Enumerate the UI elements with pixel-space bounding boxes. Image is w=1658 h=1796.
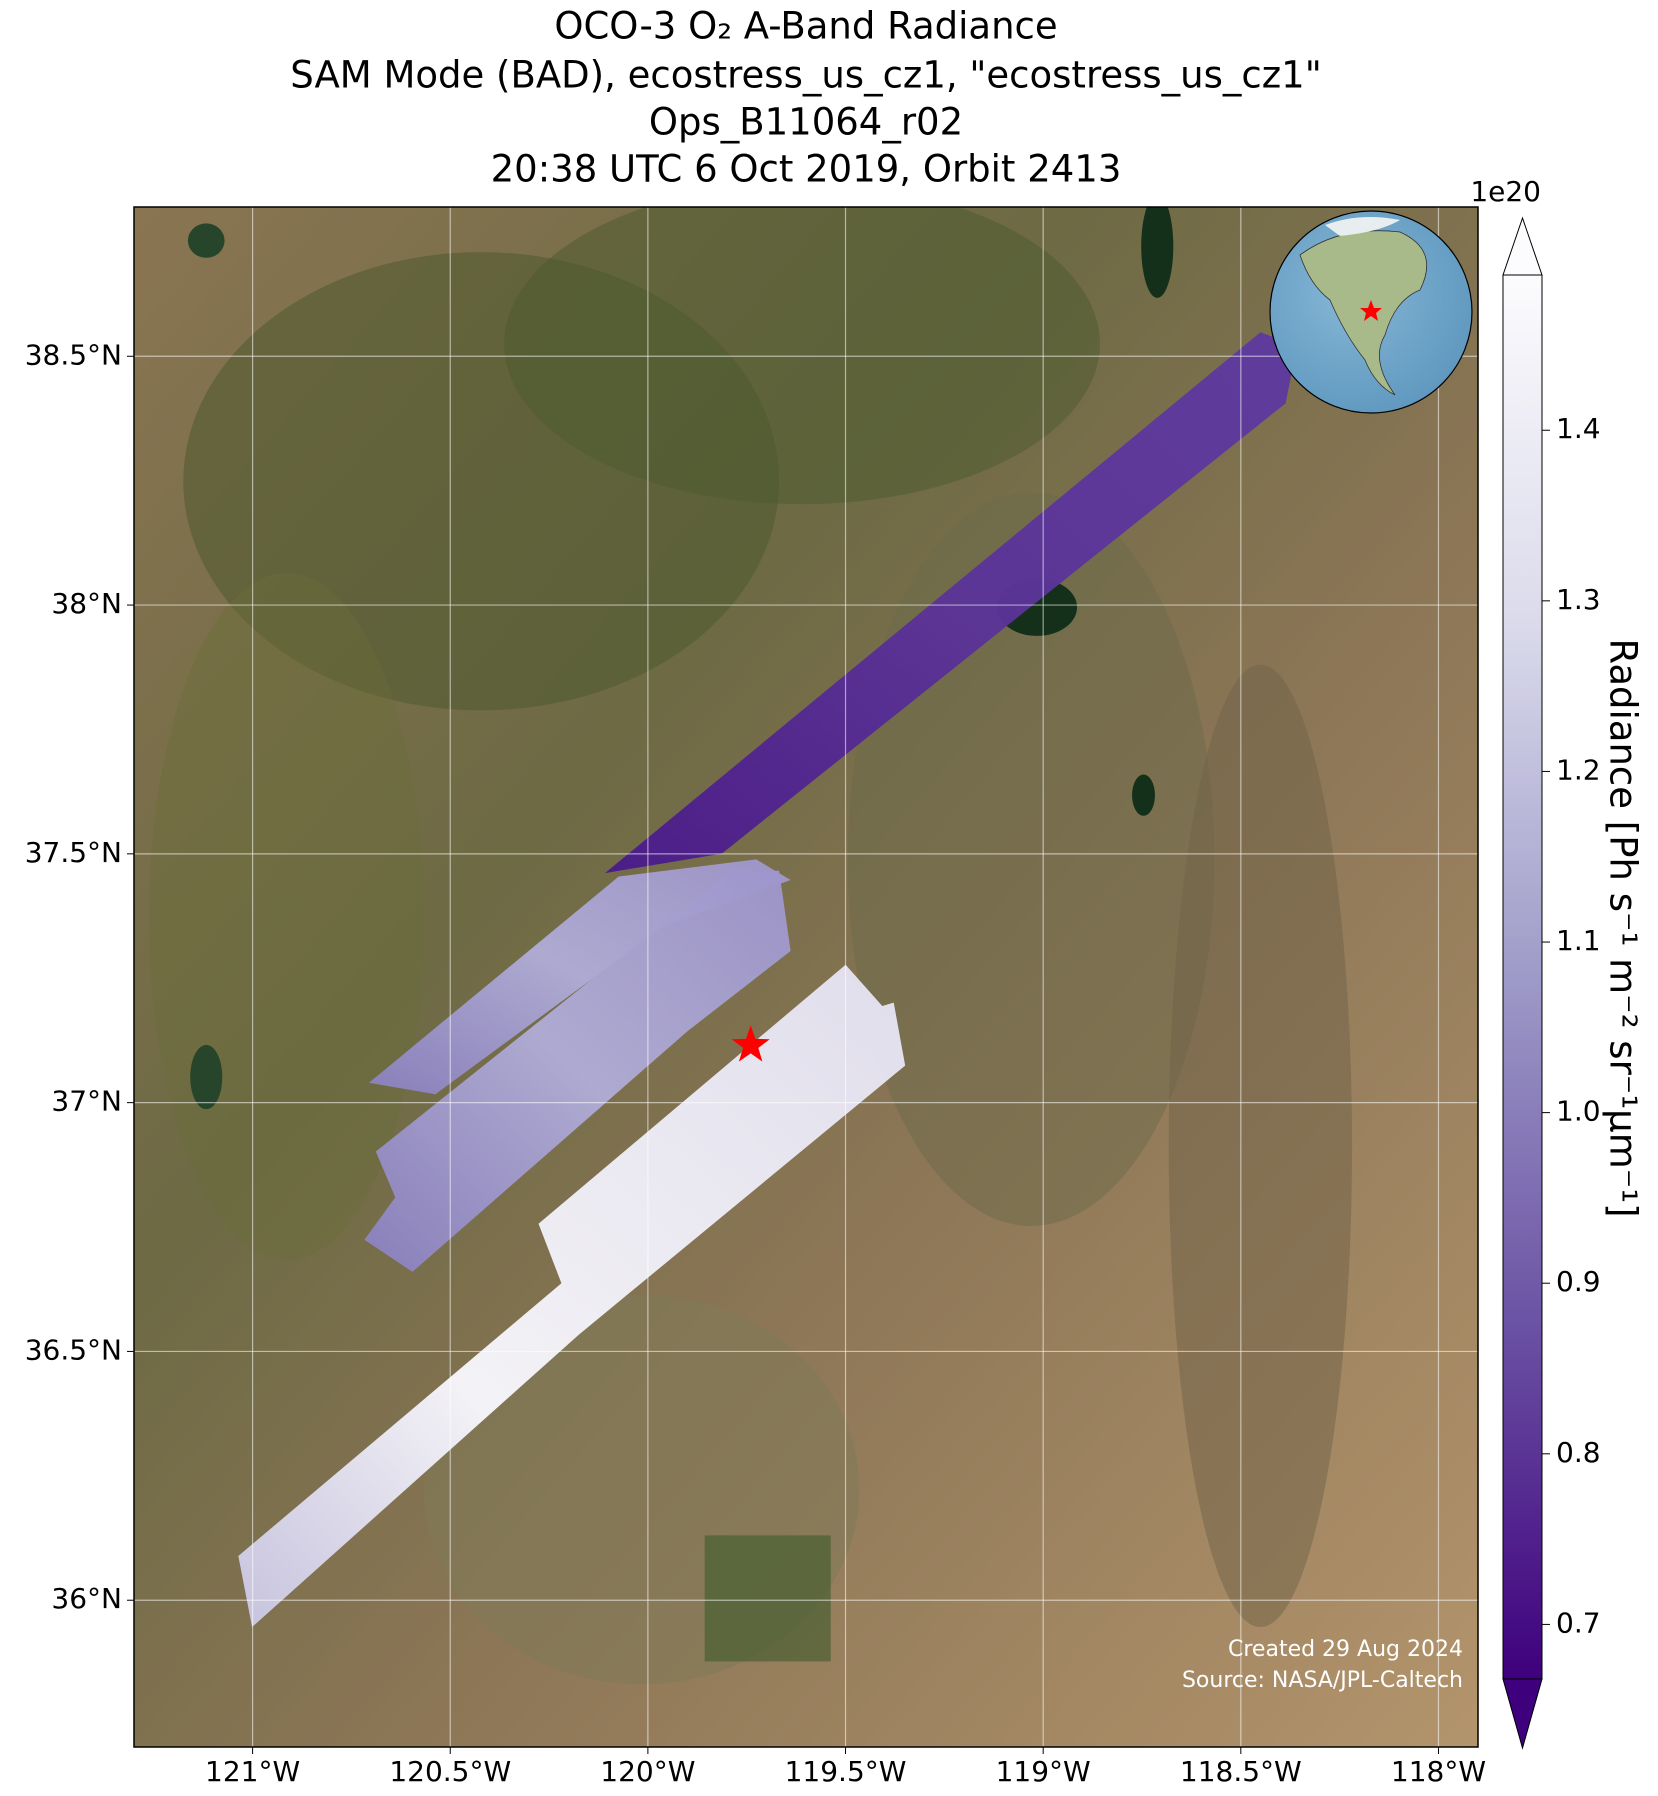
colorbar-tick-label: 1.3 [1556,583,1601,616]
colorbar-extend-min [1502,1678,1543,1750]
title-line: Ops_B11064_r02 [649,101,963,144]
colorbar-tick-label: 0.8 [1556,1436,1601,1469]
x-tick-label: 119.5°W [785,1755,907,1788]
y-tick-label: 37°N [51,1085,122,1118]
source-text: Source: NASA/JPL-Caltech [1182,1668,1463,1693]
x-tick-label: 119°W [996,1755,1091,1788]
colorbar-tick-label: 0.9 [1556,1265,1601,1298]
colorbar-tick-label: 1.0 [1556,1095,1601,1128]
colorbar-tick-label: 1.1 [1556,924,1601,957]
credit-text: Created 29 Aug 2024 [1228,1637,1463,1662]
colorbar-extend-max [1502,216,1543,276]
colorbar-label: Radiance [Ph s⁻¹ m⁻² sr⁻¹μm⁻¹] [1602,638,1645,1217]
title-block: OCO-3 O₂ A-Band Radiance SAM Mode (BAD),… [290,5,1321,191]
x-tick-label: 118°W [1391,1755,1486,1788]
x-tick-label: 121°W [205,1755,300,1788]
map-frame [133,206,1479,1748]
x-tick-label: 120°W [600,1755,695,1788]
x-tick-label: 120.5°W [389,1755,511,1788]
x-tick-label: 118.5°W [1180,1755,1302,1788]
y-tick-label: 38.5°N [25,338,122,371]
title-line: SAM Mode (BAD), ecostress_us_cz1, "ecost… [290,54,1321,97]
colorbar: 0.7 0.8 0.9 1.0 1.1 1.2 1.3 1.4 1e20 Radiance [Ph… [1470,175,1645,1750]
colorbar-body [1503,275,1542,1679]
title-line: OCO-3 O₂ A-Band Radiance [554,5,1057,48]
y-tick-label: 36.5°N [25,1333,122,1366]
y-tick-label: 38°N [51,587,122,620]
inset-globe [1269,210,1473,414]
map-area [134,207,1478,1747]
y-tick-label: 37.5°N [25,836,122,869]
colorbar-tick-label: 1.4 [1556,412,1601,445]
y-tick-label: 36°N [51,1582,122,1615]
grid [134,207,1478,1747]
colorbar-tick-label: 0.7 [1556,1606,1601,1639]
colorbar-tick-label: 1.2 [1556,753,1601,786]
title-line: 20:38 UTC 6 Oct 2019, Orbit 2413 [491,148,1122,191]
colorbar-multiplier: 1e20 [1470,175,1541,208]
target-marker [731,1025,770,1062]
terrain [148,207,1353,1685]
